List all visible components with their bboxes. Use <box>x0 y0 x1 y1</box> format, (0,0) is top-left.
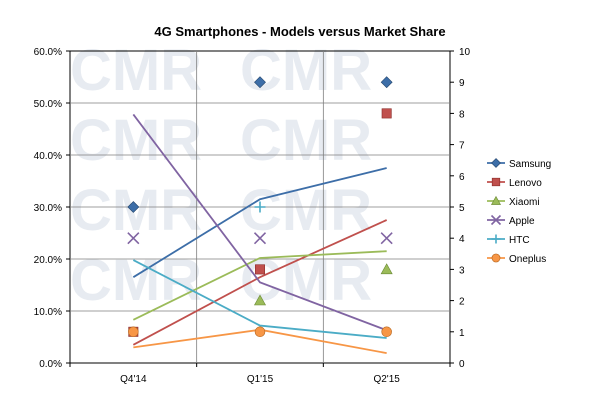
share-line-xiaomi <box>132 250 387 321</box>
models-point-samsung <box>127 201 140 213</box>
legend-label-apple: Apple <box>509 216 535 227</box>
models-point-lenovo <box>381 108 392 119</box>
models-point-oneplus <box>254 326 266 338</box>
watermark-mark: CMR <box>70 38 202 103</box>
legend-marker-htc <box>491 234 501 244</box>
right-tick-label: 6 <box>459 172 465 183</box>
legend-marker-samsung <box>491 158 501 168</box>
right-tick-label: 1 <box>459 328 465 339</box>
models-point-apple <box>380 232 393 245</box>
legend: Samsung Lenovo Xiaomi Apple HTC Oneplus <box>487 158 551 265</box>
right-tick-label: 2 <box>459 297 465 308</box>
models-point-lenovo <box>255 264 265 275</box>
left-tick-label: 10.0% <box>34 307 62 318</box>
legend-label-xiaomi: Xiaomi <box>509 197 540 208</box>
share-line-htc <box>132 259 387 339</box>
models-point-apple <box>127 232 140 245</box>
models-point-apple <box>253 232 267 245</box>
models-point-oneplus <box>381 326 392 338</box>
legend-marker-apple <box>490 214 502 226</box>
left-tick-label: 30.0% <box>34 203 62 214</box>
right-tick-label: 5 <box>459 203 465 214</box>
right-tick-label: 4 <box>459 234 465 245</box>
x-axis: Q4'14 Q1'15 Q2'15 <box>69 363 451 385</box>
legend-marker-lenovo <box>491 177 501 187</box>
legend-marker-oneplus <box>491 253 501 263</box>
x-tick-label: Q1'15 <box>247 374 274 385</box>
legend-item-samsung: Samsung <box>487 158 551 170</box>
left-tick-label: 40.0% <box>34 151 62 162</box>
watermark-mark: CMR <box>240 108 372 173</box>
models-point-xiaomi <box>380 263 393 275</box>
watermark-mark: CMR <box>240 38 372 103</box>
legend-marker-xiaomi <box>490 195 502 205</box>
chart-title: 4G Smartphones - Models versus Market Sh… <box>154 24 445 39</box>
right-tick-label: 8 <box>459 109 465 120</box>
right-axis: 0 1 2 3 4 5 6 7 8 9 10 <box>450 47 471 370</box>
models-point-samsung <box>254 76 266 89</box>
right-tick-label: 0 <box>459 359 465 370</box>
right-tick-label: 9 <box>459 78 465 89</box>
legend-item-htc: HTC <box>487 234 530 246</box>
share-line-apple <box>132 113 387 332</box>
legend-item-xiaomi: Xiaomi <box>487 195 540 208</box>
share-line-samsung <box>132 167 387 278</box>
watermark-mark: CMR <box>70 248 202 313</box>
legend-item-lenovo: Lenovo <box>487 177 542 189</box>
legend-item-apple: Apple <box>487 214 535 227</box>
left-tick-label: 60.0% <box>34 47 62 58</box>
left-tick-label: 0.0% <box>39 359 62 370</box>
legend-label-oneplus: Oneplus <box>509 254 546 265</box>
left-tick-label: 50.0% <box>34 99 62 110</box>
left-axis: 0.0% 10.0% 20.0% 30.0% 40.0% 50.0% 60.0% <box>34 47 70 370</box>
legend-item-oneplus: Oneplus <box>487 253 546 265</box>
share-line-lenovo <box>132 219 388 346</box>
right-tick-label: 7 <box>459 141 465 152</box>
models-point-samsung <box>380 76 393 89</box>
legend-label-samsung: Samsung <box>509 159 551 170</box>
models-point-oneplus <box>128 326 139 338</box>
left-tick-label: 20.0% <box>34 255 62 266</box>
right-tick-label: 3 <box>459 265 465 276</box>
x-tick-label: Q2'15 <box>373 374 400 385</box>
right-tick-label: 10 <box>459 47 471 58</box>
models-point-xiaomi <box>253 294 267 306</box>
watermark-mark: CMR <box>70 178 202 243</box>
watermark-mark: CMR <box>240 178 372 243</box>
models-point-htc <box>254 201 266 213</box>
series-markers <box>127 76 393 338</box>
x-tick-label: Q4'14 <box>120 374 147 385</box>
legend-label-htc: HTC <box>509 235 530 246</box>
legend-label-lenovo: Lenovo <box>509 178 542 189</box>
